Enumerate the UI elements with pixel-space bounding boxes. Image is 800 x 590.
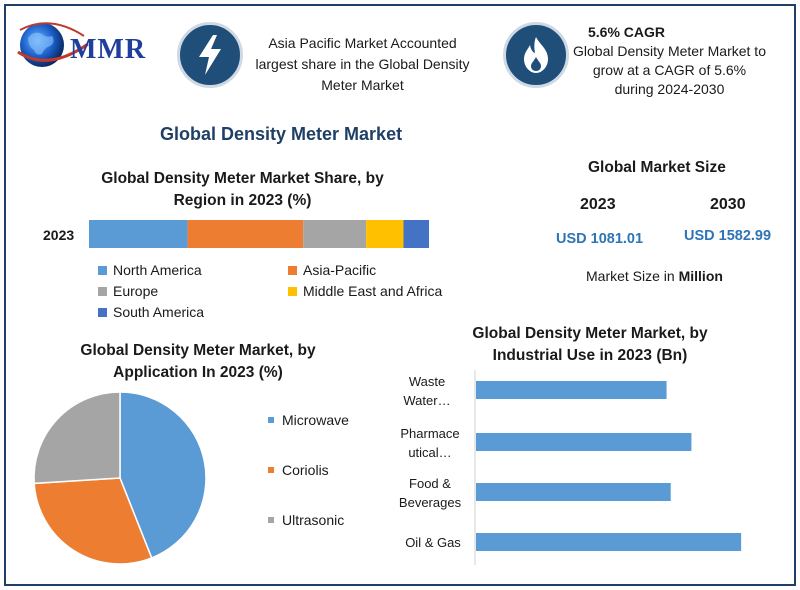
legend-europe: Europe	[98, 283, 158, 299]
legend-swatch	[268, 517, 274, 523]
pie-slice-coriolis	[33, 477, 153, 565]
category-label-pharmaceutical: Pharmace utical…	[385, 424, 475, 462]
market-size-heading: Global Market Size	[588, 159, 726, 176]
legend-middle-east-africa: Middle East and Africa	[288, 283, 442, 299]
market-size-note: Market Size in Million	[586, 268, 723, 284]
legend-north-america: North America	[98, 262, 202, 278]
region-bar-segment-middle-east-and-africa	[366, 220, 404, 248]
market-size-value-2023: USD 1081.01	[556, 231, 644, 247]
category-label-line: utical…	[408, 445, 452, 460]
legend-label: Microwave	[282, 412, 349, 428]
legend-swatch	[98, 286, 107, 296]
market-size-year-2030: 2030	[710, 196, 746, 213]
application-pie-chart	[33, 391, 207, 565]
category-label-line: Pharmace	[400, 426, 460, 441]
category-label-food-beverages: Food & Beverages	[385, 474, 475, 512]
pie-slice-ultrasonic	[33, 391, 121, 485]
category-label-oil-gas: Oil & Gas	[388, 533, 478, 552]
market-size-note-prefix: Market Size in	[586, 268, 679, 284]
legend-label: Europe	[113, 283, 159, 299]
lightning-circle	[177, 22, 243, 88]
legend-swatch	[268, 417, 274, 423]
pie-slice-microwave	[119, 391, 207, 559]
industrial-bar-0	[476, 381, 667, 399]
category-label-line: Oil & Gas	[405, 535, 461, 550]
industrial-bar-1	[476, 433, 692, 451]
industrial-bar-chart	[474, 370, 742, 565]
category-label-line: Waste	[408, 374, 446, 389]
category-label-waste-water: Waste Water…	[382, 372, 472, 410]
legend-swatch	[98, 307, 107, 317]
lightning-icon	[199, 35, 221, 75]
legend-ultrasonic: Ultrasonic	[268, 512, 344, 528]
category-label-line: Beverages	[398, 495, 462, 510]
legend-label: North America	[113, 262, 202, 278]
category-label-line: Water…	[403, 393, 451, 408]
header-card-1-text: Asia Pacific Market Accounted largest sh…	[255, 35, 470, 93]
region-bar-segment-south-america	[403, 220, 429, 248]
page-title: Global Density Meter Market	[160, 124, 403, 144]
infographic-frame	[4, 4, 796, 586]
industrial-bar-3	[476, 533, 742, 551]
flame-circle	[503, 22, 569, 88]
header-card-2-text: Global Density Meter Market to grow at a…	[573, 43, 766, 97]
cagr-title: 5.6% CAGR	[588, 24, 666, 40]
logo-text: MMR	[70, 34, 147, 65]
legend-label: South America	[113, 304, 205, 320]
region-bar-segment-north-america	[89, 220, 188, 248]
industrial-chart-title: Global Density Meter Market, by Industri…	[472, 325, 708, 364]
legend-swatch	[288, 286, 297, 296]
region-chart-title: Global Density Meter Market Share, by Re…	[101, 170, 384, 209]
region-bar-segment-asia-pacific	[187, 220, 304, 248]
market-size-year-2023: 2023	[580, 196, 616, 213]
legend-label: Ultrasonic	[282, 512, 345, 528]
flame-icon	[524, 37, 548, 73]
legend-label: Asia-Pacific	[303, 262, 377, 278]
legend-swatch	[268, 467, 274, 473]
legend-coriolis: Coriolis	[268, 462, 329, 478]
category-label-line: Food &	[409, 476, 451, 491]
market-size-value-2030: USD 1582.99	[684, 228, 772, 244]
application-chart-title: Global Density Meter Market, by Applicat…	[80, 342, 316, 381]
industrial-bar-2	[476, 483, 671, 501]
legend-swatch	[288, 265, 297, 275]
region-bar-year-label: 2023	[43, 227, 75, 243]
legend-asia-pacific: Asia-Pacific	[288, 262, 376, 278]
legend-south-america: South America	[98, 304, 204, 320]
market-size-note-unit: Million	[678, 268, 723, 284]
legend-swatch	[98, 265, 107, 275]
legend-label: Middle East and Africa	[303, 283, 443, 299]
legend-microwave: Microwave	[268, 412, 349, 428]
mmr-logo: MMR	[14, 12, 164, 74]
region-bar-segment-europe	[303, 220, 367, 248]
region-stacked-bar	[89, 220, 429, 248]
globe-icon	[17, 22, 89, 67]
legend-label: Coriolis	[282, 462, 329, 478]
